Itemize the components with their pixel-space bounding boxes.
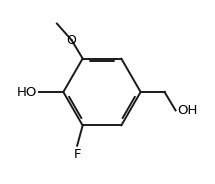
- Text: F: F: [73, 148, 81, 161]
- Text: HO: HO: [17, 86, 38, 98]
- Text: OH: OH: [177, 104, 198, 117]
- Text: O: O: [67, 34, 77, 47]
